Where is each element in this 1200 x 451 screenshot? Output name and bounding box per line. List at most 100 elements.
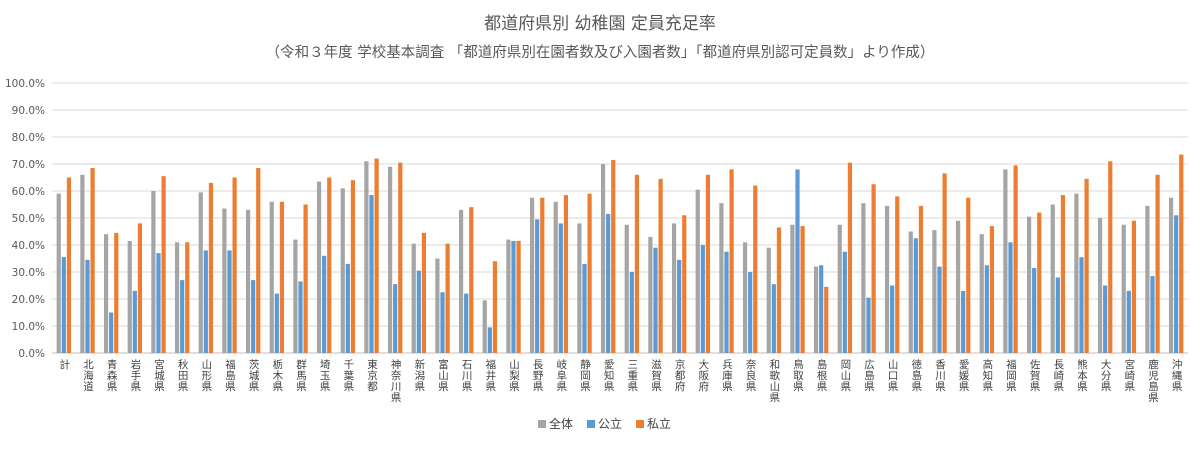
x-tick-label: 和歌山県 xyxy=(770,359,781,404)
bar xyxy=(776,227,782,353)
bar xyxy=(695,189,700,353)
bar xyxy=(374,158,379,353)
bar xyxy=(658,178,663,353)
y-tick-label: 90.0% xyxy=(12,105,45,117)
legend-label: 公立 xyxy=(598,416,622,431)
bar xyxy=(222,208,227,353)
bar xyxy=(1150,276,1155,353)
x-tick-label: 山形県 xyxy=(202,359,213,393)
bar xyxy=(742,242,748,353)
bar xyxy=(482,300,487,353)
y-tick-label: 40.0% xyxy=(12,240,45,252)
bar xyxy=(487,327,492,353)
bar xyxy=(1097,218,1103,353)
bar xyxy=(719,203,724,353)
bar xyxy=(705,174,711,353)
bar xyxy=(127,240,132,353)
y-tick-label: 20.0% xyxy=(12,294,45,306)
bar xyxy=(979,234,984,353)
bar xyxy=(866,297,871,353)
legend-label: 私立 xyxy=(647,416,671,431)
bar xyxy=(511,240,516,353)
bar xyxy=(682,215,687,353)
x-tick-label: 静岡県 xyxy=(580,358,591,393)
bar xyxy=(440,292,445,353)
bar xyxy=(529,197,535,353)
bar xyxy=(908,231,913,353)
x-tick-label: 島根県 xyxy=(817,358,828,393)
bar xyxy=(66,177,72,353)
bar xyxy=(624,224,629,353)
category-group xyxy=(458,207,474,353)
gridlines xyxy=(52,82,1188,354)
x-tick-label: 長崎県 xyxy=(1054,359,1065,393)
x-tick-label: 沖縄県 xyxy=(1172,358,1183,393)
bar xyxy=(61,257,66,353)
y-tick-label: 10.0% xyxy=(12,321,45,333)
bar xyxy=(303,204,308,353)
category-group xyxy=(695,174,711,353)
category-group xyxy=(222,177,237,353)
x-tick-label: 大分県 xyxy=(1101,358,1112,393)
category-group xyxy=(1003,165,1018,353)
bar xyxy=(1126,290,1131,353)
bar xyxy=(961,290,966,353)
category-group xyxy=(293,204,308,353)
chart-subtitle: （令和３年度 学校基本調査 「都道府県別在園者数及び入園者数」「都道府県別認可定… xyxy=(266,44,935,61)
bar xyxy=(251,280,256,353)
x-tick-label: 香川県 xyxy=(935,359,946,393)
bar xyxy=(1079,257,1084,353)
x-tick-label: 愛知県 xyxy=(604,358,615,393)
x-tick-label: 宮崎県 xyxy=(1125,358,1136,393)
legend-item: 私立 xyxy=(636,416,671,431)
bar xyxy=(1008,242,1013,353)
bar xyxy=(1003,169,1008,353)
x-tick-label: 愛媛県 xyxy=(959,358,970,393)
bar xyxy=(180,280,185,353)
x-tick-label: 神奈川県 xyxy=(391,358,402,404)
x-tick-label: 高知県 xyxy=(983,358,994,393)
category-group xyxy=(553,195,569,353)
bar xyxy=(563,195,569,353)
bar xyxy=(340,188,345,353)
bar xyxy=(1055,277,1060,353)
category-group xyxy=(813,265,829,353)
bar xyxy=(837,224,842,353)
category-group xyxy=(1145,174,1160,353)
bar xyxy=(151,191,156,353)
bar xyxy=(1174,215,1179,353)
bar xyxy=(937,266,942,353)
bar xyxy=(369,195,374,353)
bar xyxy=(1168,197,1174,353)
category-group xyxy=(56,177,72,353)
bar xyxy=(279,201,285,353)
bar xyxy=(932,230,937,353)
bar xyxy=(421,232,427,353)
bar xyxy=(553,201,558,353)
bar xyxy=(227,250,232,353)
bar xyxy=(606,213,611,353)
bar xyxy=(871,184,876,353)
bar xyxy=(824,286,829,353)
bar xyxy=(232,177,237,353)
x-tick-label: 石川県 xyxy=(462,359,473,393)
x-axis-labels: 計 北海道 青森県 岩手県 宮城県 秋田県 山形県 福島県 茨城県 栃木県 群馬県 埼玉県 千葉県 東京都… xyxy=(60,358,1183,404)
x-tick-label: 京都府 xyxy=(675,358,686,393)
bar xyxy=(293,239,298,353)
bar xyxy=(364,161,369,353)
x-tick-label: 鳥取県 xyxy=(793,358,804,393)
y-axis-ticks: 0.0% 10.0% 20.0% 30.0% 40.0% 50.0% 60.0% 70.0% 8… xyxy=(5,78,45,360)
category-group xyxy=(861,184,876,353)
category-group xyxy=(174,242,190,353)
x-tick-label: 熊本県 xyxy=(1077,358,1088,393)
bar xyxy=(203,250,208,353)
bar xyxy=(1103,285,1108,353)
bar xyxy=(387,166,393,353)
x-tick-label: 長野県 xyxy=(533,359,544,393)
category-group xyxy=(411,232,427,353)
category-group xyxy=(1097,161,1113,353)
bar xyxy=(327,177,332,353)
bar xyxy=(1179,154,1184,353)
category-group xyxy=(1168,154,1184,353)
